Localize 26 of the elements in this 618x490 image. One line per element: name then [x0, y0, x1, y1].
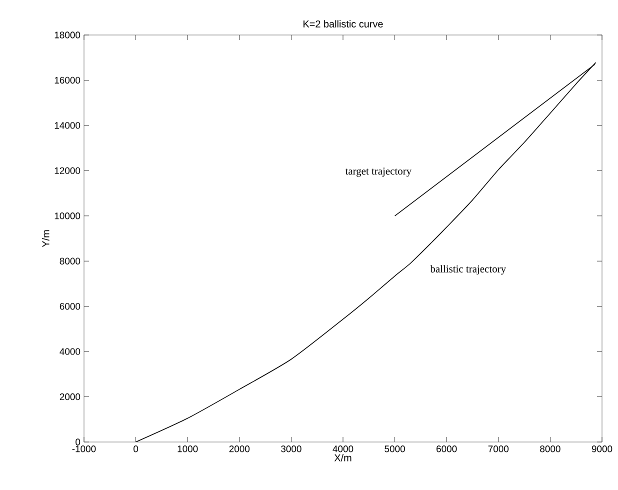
y-tick-label: 10000: [54, 212, 80, 220]
y-axis-title: Y/m: [42, 230, 50, 248]
y-tick-label: 14000: [54, 122, 80, 129]
annotation: ballistic trajectory: [430, 265, 506, 275]
y-tick-label: 18000: [54, 32, 80, 38]
y-tick-label: 4000: [60, 348, 80, 355]
x-tick-label: 9000: [592, 446, 612, 452]
y-tick-label: 2000: [60, 393, 80, 400]
x-tick-label: 3000: [281, 446, 302, 452]
annotation: target trajectory: [345, 168, 412, 177]
y-tick-label: 0: [76, 438, 80, 446]
x-tick-label: -1000: [72, 446, 96, 452]
y-tick-label: 6000: [60, 302, 80, 310]
x-tick-label: 7000: [488, 446, 509, 452]
chart-title: K=2 ballistic curve: [304, 20, 383, 28]
x-tick-label: 4000: [332, 446, 354, 452]
x-tick-label: 2000: [229, 446, 250, 452]
y-tick-label: 8000: [60, 258, 80, 264]
x-tick-label: 1000: [178, 446, 198, 452]
y-tick-label: 12000: [54, 167, 80, 174]
x-tick-label: 8000: [540, 446, 560, 452]
x-axis-title: X/m: [334, 454, 352, 462]
x-tick-label: 5000: [384, 446, 405, 452]
x-tick-label: 6000: [436, 446, 457, 452]
y-tick-label: 16000: [54, 76, 80, 84]
x-tick-label: 0: [134, 446, 138, 452]
